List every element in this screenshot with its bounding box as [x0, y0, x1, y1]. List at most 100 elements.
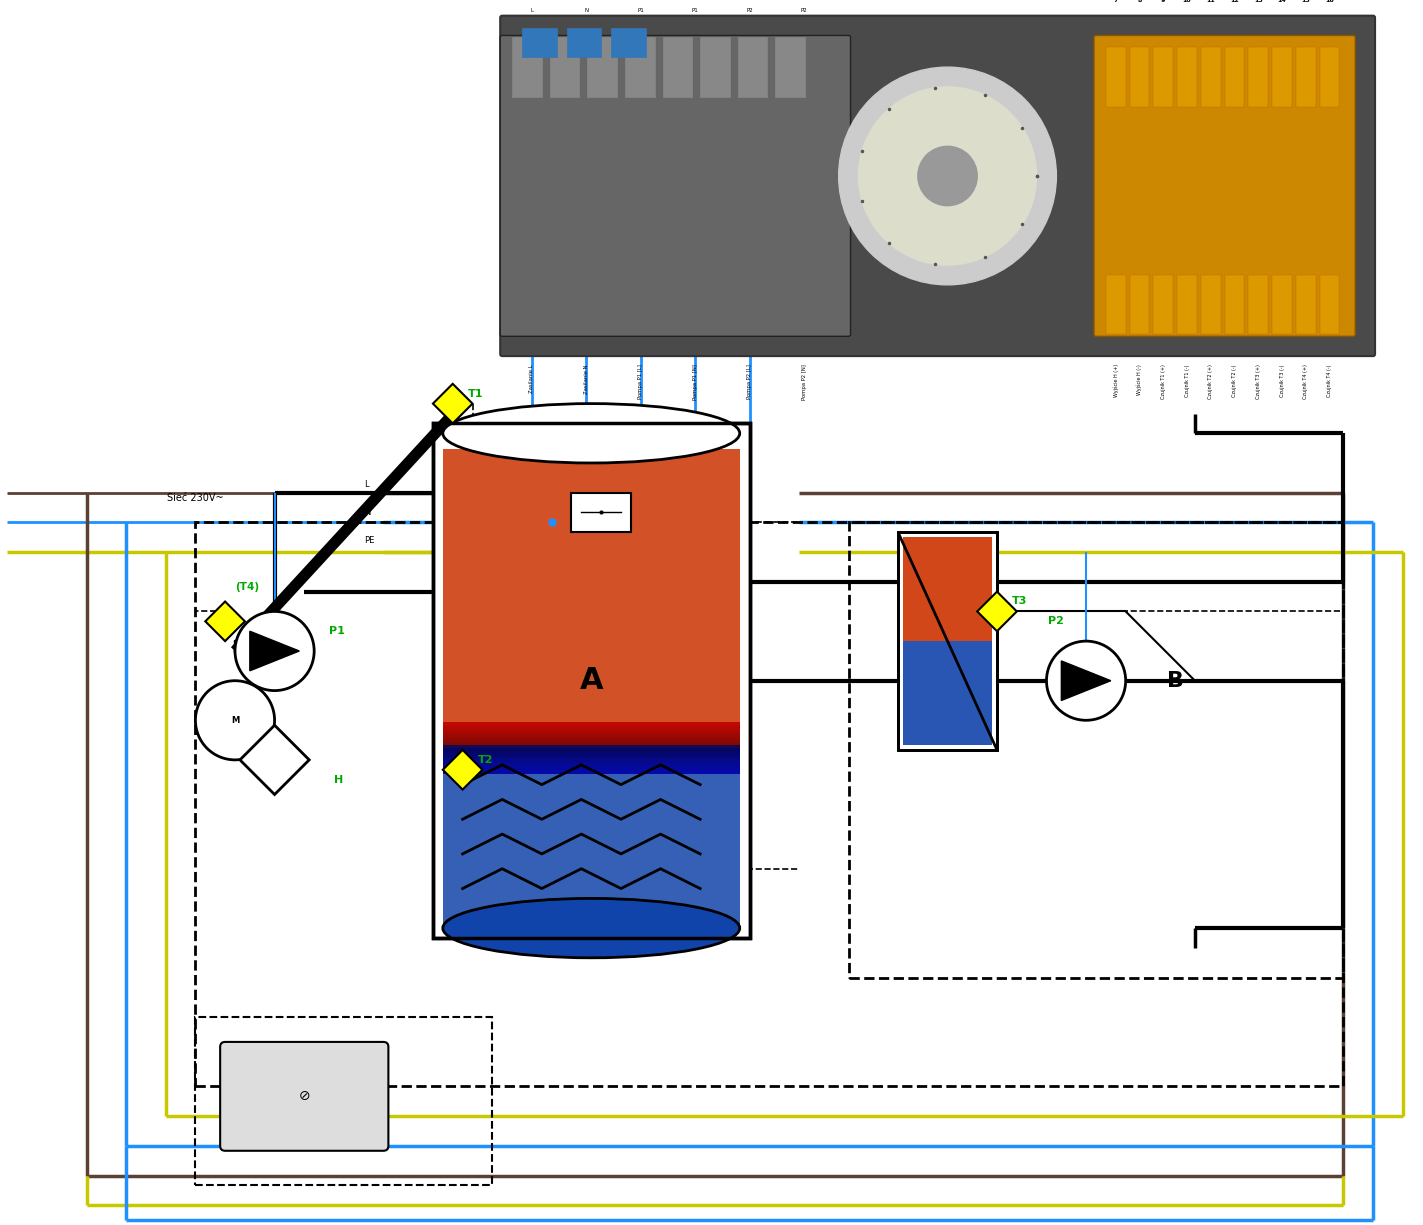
Text: Pompa P2 [N]: Pompa P2 [N] — [801, 364, 807, 399]
Bar — [195, 1017, 492, 1186]
Bar — [195, 522, 1343, 1087]
Text: M: M — [231, 715, 239, 725]
Text: (T4): (T4) — [235, 582, 259, 592]
FancyBboxPatch shape — [1201, 274, 1221, 334]
FancyBboxPatch shape — [1225, 274, 1245, 334]
FancyBboxPatch shape — [1094, 36, 1355, 337]
Text: ⊘: ⊘ — [299, 1089, 310, 1104]
Bar — [904, 538, 992, 641]
Bar — [898, 532, 998, 750]
Bar — [443, 733, 740, 735]
FancyBboxPatch shape — [1296, 274, 1316, 334]
Text: PE: PE — [364, 535, 374, 545]
FancyBboxPatch shape — [522, 27, 556, 58]
Text: Czujnik T4 (+): Czujnik T4 (+) — [1303, 364, 1308, 399]
Polygon shape — [250, 631, 299, 671]
Text: P2: P2 — [801, 7, 807, 12]
FancyBboxPatch shape — [1106, 48, 1126, 107]
FancyBboxPatch shape — [1248, 274, 1268, 334]
FancyBboxPatch shape — [1177, 274, 1197, 334]
FancyBboxPatch shape — [1319, 274, 1339, 334]
Polygon shape — [205, 601, 245, 641]
FancyBboxPatch shape — [1106, 274, 1126, 334]
FancyBboxPatch shape — [549, 38, 579, 97]
FancyBboxPatch shape — [1201, 48, 1221, 107]
Text: Wyjście H (-): Wyjście H (-) — [1137, 364, 1143, 394]
FancyBboxPatch shape — [663, 38, 692, 97]
FancyBboxPatch shape — [512, 38, 542, 97]
Bar — [443, 730, 740, 733]
FancyBboxPatch shape — [1130, 274, 1150, 334]
Text: 15: 15 — [1302, 0, 1311, 2]
FancyBboxPatch shape — [221, 1042, 388, 1150]
Text: P1: P1 — [692, 7, 699, 12]
Bar — [443, 756, 740, 758]
Ellipse shape — [443, 898, 740, 958]
FancyBboxPatch shape — [501, 16, 1375, 356]
Text: P2: P2 — [1049, 616, 1064, 626]
Text: 14: 14 — [1278, 0, 1286, 2]
Polygon shape — [978, 592, 1017, 631]
Text: T2: T2 — [478, 755, 492, 764]
Text: Wyjście H (+): Wyjście H (+) — [1113, 364, 1118, 397]
Text: Pompa P2 [L]: Pompa P2 [L] — [747, 364, 753, 399]
FancyBboxPatch shape — [1296, 48, 1316, 107]
FancyBboxPatch shape — [1130, 48, 1150, 107]
Bar — [443, 763, 740, 766]
Bar — [443, 753, 740, 756]
Text: 11: 11 — [1207, 0, 1215, 2]
Text: Sieć 230V~: Sieć 230V~ — [166, 492, 223, 502]
Text: A: A — [579, 666, 603, 696]
Text: N: N — [585, 7, 588, 12]
Text: Czujnik T3 (-): Czujnik T3 (-) — [1279, 364, 1285, 397]
Text: 10: 10 — [1183, 0, 1191, 2]
Bar — [443, 746, 740, 748]
Polygon shape — [1062, 662, 1111, 701]
Text: T1: T1 — [468, 388, 482, 398]
Circle shape — [838, 67, 1056, 285]
Bar — [443, 761, 740, 763]
Text: 7: 7 — [1114, 0, 1118, 2]
FancyBboxPatch shape — [588, 38, 618, 97]
FancyBboxPatch shape — [1272, 274, 1292, 334]
Text: L: L — [531, 7, 534, 12]
Text: Pompa P1 [L]: Pompa P1 [L] — [639, 364, 643, 399]
Text: Pompa P1 [N]: Pompa P1 [N] — [693, 364, 697, 399]
Text: B: B — [1167, 671, 1184, 691]
FancyBboxPatch shape — [776, 38, 805, 97]
FancyBboxPatch shape — [1248, 48, 1268, 107]
FancyBboxPatch shape — [700, 38, 730, 97]
Text: Czujnik T4 (-): Czujnik T4 (-) — [1328, 364, 1332, 397]
Text: 9: 9 — [1161, 0, 1165, 2]
FancyBboxPatch shape — [1272, 48, 1292, 107]
FancyBboxPatch shape — [610, 27, 646, 58]
Text: Czujnik T1 (-): Czujnik T1 (-) — [1184, 364, 1190, 397]
Text: T3: T3 — [1012, 597, 1027, 606]
Bar — [572, 492, 630, 532]
FancyBboxPatch shape — [566, 27, 601, 58]
Bar — [433, 424, 750, 938]
Text: 12: 12 — [1229, 0, 1239, 2]
Bar — [443, 728, 740, 730]
Bar — [443, 450, 740, 758]
Text: P2: P2 — [746, 7, 753, 12]
Circle shape — [1046, 641, 1126, 720]
Ellipse shape — [443, 403, 740, 463]
Bar — [443, 740, 740, 742]
Bar — [433, 424, 750, 938]
Bar — [443, 742, 740, 746]
Bar — [443, 723, 740, 725]
Bar — [443, 766, 740, 768]
FancyBboxPatch shape — [1225, 48, 1245, 107]
Text: Zasilanie N: Zasilanie N — [583, 364, 589, 393]
Text: Czujnik T1 (+): Czujnik T1 (+) — [1161, 364, 1165, 399]
Bar — [848, 522, 1343, 978]
Bar — [898, 532, 998, 750]
Bar — [443, 768, 740, 772]
Bar — [443, 748, 740, 751]
Bar — [443, 748, 740, 929]
Text: 13: 13 — [1254, 0, 1262, 2]
Text: H: H — [334, 774, 343, 785]
Text: P1: P1 — [638, 7, 645, 12]
Polygon shape — [240, 725, 309, 795]
